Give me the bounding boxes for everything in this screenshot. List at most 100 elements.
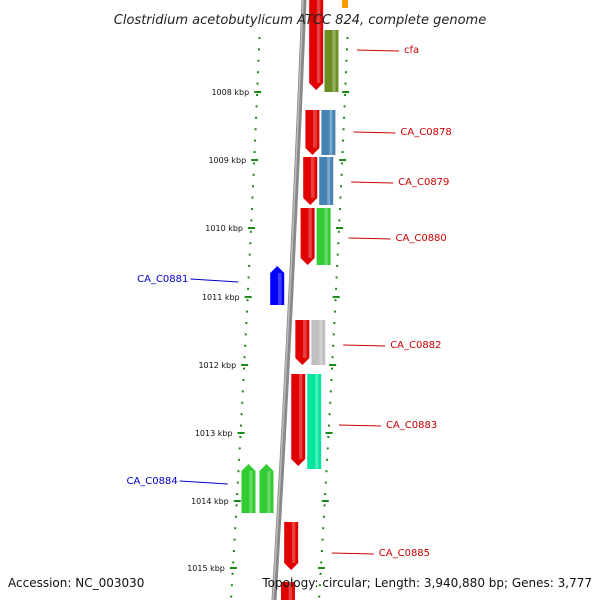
ruler-dot: [249, 230, 252, 233]
ruler-dot: [326, 447, 329, 450]
map-title: Clostridium acetobutylicum ATCC 824, com…: [114, 13, 486, 28]
ruler-dot: [241, 401, 244, 404]
ruler-dot: [232, 561, 235, 564]
ruler-dot: [345, 71, 348, 74]
ruler-major-tick: [339, 159, 347, 161]
ruler-dot: [247, 287, 250, 290]
ruler-dot: [335, 276, 338, 279]
gene-arrow-reverse: [270, 266, 285, 305]
ruler-major-tick: [342, 91, 350, 93]
ruler-dot: [318, 584, 321, 587]
ruler-major-tick: [329, 364, 337, 366]
ruler-dot: [345, 48, 348, 51]
ruler-dot: [320, 550, 323, 552]
ruler-dot: [340, 173, 343, 176]
ruler-dot: [257, 59, 260, 62]
orf-arrow-shape: [280, 582, 295, 600]
gene-arrow-reverse: [241, 464, 256, 513]
gene-label-leader: [351, 181, 394, 184]
ruler-dot: [254, 139, 257, 142]
orf-arrow-shine: [291, 522, 296, 563]
gene-label[interactable]: CA_C0883: [386, 420, 437, 431]
gene-block: [311, 320, 326, 365]
ruler-dot: [332, 344, 335, 347]
ruler-dot: [249, 242, 252, 245]
ruler-tick-label: 1010 kbp: [205, 224, 243, 233]
orf-arrow-shine: [316, 0, 321, 83]
ruler-dot: [331, 356, 334, 359]
accession-text: Accession: NC_003030: [8, 576, 144, 590]
orf-arrow-shine: [288, 582, 293, 600]
gene-label[interactable]: CA_C0879: [398, 177, 449, 188]
ruler-dot: [240, 413, 243, 416]
ruler-dot: [333, 310, 336, 313]
gene-block-shine: [315, 374, 319, 469]
gene-label[interactable]: CA_C0885: [379, 548, 430, 559]
ruler-dot: [330, 379, 333, 381]
ruler-dot: [251, 196, 254, 199]
ruler-dot: [324, 493, 327, 495]
gene-label[interactable]: CA_C0882: [390, 340, 441, 351]
ruler-tick-label: 1014 kbp: [191, 497, 229, 506]
ruler-dot: [328, 413, 331, 416]
ruler-dot: [248, 265, 251, 267]
gene-label-leader: [343, 344, 386, 347]
gene-label-leader: [353, 131, 396, 134]
ruler-dot: [346, 37, 349, 39]
ruler-dot: [337, 242, 340, 245]
orf-arrow-shine: [298, 374, 303, 459]
ruler-dot: [255, 116, 258, 119]
ruler-dot: [245, 322, 248, 324]
ruler-dot: [250, 208, 253, 210]
ruler-dot: [256, 94, 259, 96]
backbone-line: [271, 0, 307, 600]
gene-label[interactable]: CA_C0884: [126, 476, 177, 487]
ruler-dot: [243, 356, 246, 359]
gene-label[interactable]: CA_C0880: [396, 233, 447, 244]
gene-block-stub: [342, 0, 348, 8]
orf-arrow: [295, 320, 310, 365]
map-graphics: 1008 kbp 1009 kbp 1010 kbp 1011 kbp 1012 kbp…: [126, 0, 452, 600]
ruler-dot: [336, 253, 339, 256]
gene-block-shine: [332, 30, 336, 92]
ruler-dot: [345, 59, 348, 62]
ruler-tick-label: 1015 kbp: [187, 564, 225, 573]
ruler-dot: [335, 287, 338, 290]
ruler-dot: [232, 550, 235, 552]
ruler-dot: [239, 436, 242, 438]
ruler-dot: [255, 105, 258, 108]
ruler-major-tick: [248, 227, 256, 229]
gene-arrow-reverse-shape: [259, 464, 274, 513]
ruler-dot: [341, 162, 344, 165]
gene-label[interactable]: CA_C0878: [400, 127, 451, 138]
gene-arrow-reverse-shine: [277, 273, 282, 305]
orf-arrow: [300, 208, 315, 265]
gene-block: [316, 208, 331, 265]
ruler-major-tick: [317, 567, 325, 569]
ruler-major-tick: [332, 296, 340, 298]
gene-label-leader: [348, 237, 391, 240]
ruler-dot: [236, 493, 239, 495]
ruler-dot: [321, 538, 324, 541]
gene-label[interactable]: CA_C0881: [137, 274, 188, 285]
gene-label[interactable]: cfa: [404, 45, 419, 56]
gene-block: [319, 157, 334, 205]
ruler-dot: [343, 105, 346, 108]
ruler-major-tick: [325, 432, 333, 434]
ruler-dot: [237, 470, 240, 473]
gene-block: [321, 110, 336, 155]
ruler-dot: [339, 196, 342, 199]
ruler-dot: [318, 595, 321, 598]
orf-arrow-shape: [295, 320, 310, 365]
orf-arrow-shape: [303, 157, 318, 205]
ruler-dot: [257, 48, 260, 51]
ruler-dot: [322, 515, 325, 518]
orf-arrow-shape: [309, 0, 324, 90]
orf-arrow-shape: [300, 208, 315, 265]
ruler-dot: [258, 37, 261, 39]
gene-arrow-reverse-shine: [267, 471, 271, 513]
ruler-dot: [319, 572, 322, 575]
ruler-tick-label: 1009 kbp: [208, 156, 246, 165]
ruler-dot: [235, 504, 238, 507]
orf-arrow: [291, 374, 306, 466]
